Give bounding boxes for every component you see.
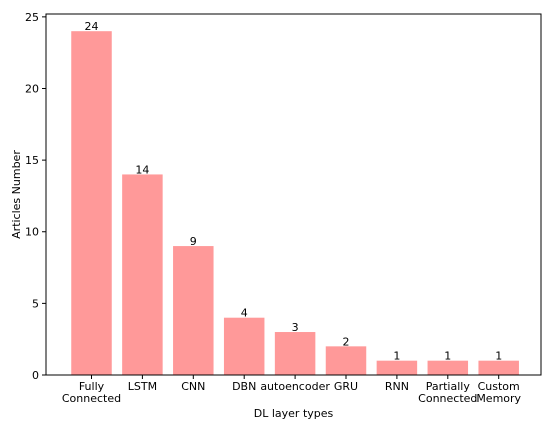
y-tick-label: 0 xyxy=(32,369,39,382)
x-tick-label: LSTM xyxy=(128,380,157,393)
bar-value-label: 1 xyxy=(495,350,502,363)
plot-frame xyxy=(45,13,542,376)
x-axis-label: DL layer types xyxy=(254,407,334,420)
bar xyxy=(325,346,367,375)
x-tick-label: DBN xyxy=(232,380,256,393)
y-tick-label: 10 xyxy=(25,226,39,239)
bar-value-label: 9 xyxy=(190,235,197,248)
x-ticks-group: Fully Connected LSTM CNN DBN autoencoder GRU RN… xyxy=(62,375,522,405)
y-tick-label: 5 xyxy=(32,297,39,310)
bar-value-label: 1 xyxy=(444,350,451,363)
x-tick-label: GRU xyxy=(334,380,358,393)
x-tick-label: Fully Connected xyxy=(62,380,121,405)
y-tick-label: 15 xyxy=(25,154,39,167)
x-tick-label: CNN xyxy=(181,380,205,393)
bar-value-label: 1 xyxy=(393,350,400,363)
bar-value-label: 24 xyxy=(85,20,99,33)
x-tick-label: Partially Connected xyxy=(418,380,477,405)
y-tick-label: 25 xyxy=(25,11,39,24)
bar-value-label: 14 xyxy=(135,163,149,176)
bar xyxy=(71,31,112,375)
x-tick-label: autoencoder xyxy=(260,380,330,393)
bar xyxy=(274,332,316,375)
bars-group xyxy=(71,31,519,375)
x-tick-label: Custom Memory xyxy=(476,380,521,405)
bar xyxy=(173,246,214,375)
data-labels-group: 24 14 9 4 3 2 1 1 1 xyxy=(85,20,503,362)
bar xyxy=(122,174,163,375)
bar-value-label: 2 xyxy=(343,335,350,348)
bar-value-label: 3 xyxy=(292,321,299,334)
bar xyxy=(478,360,519,375)
bar xyxy=(223,317,265,375)
bar xyxy=(427,360,469,375)
y-tick-label: 20 xyxy=(25,82,39,95)
bar-value-label: 4 xyxy=(241,307,248,320)
y-ticks-group: 0 5 10 15 20 25 xyxy=(25,11,46,382)
y-axis-label: Articles Number xyxy=(10,150,23,239)
bar xyxy=(376,360,418,375)
x-tick-label: RNN xyxy=(385,380,409,393)
